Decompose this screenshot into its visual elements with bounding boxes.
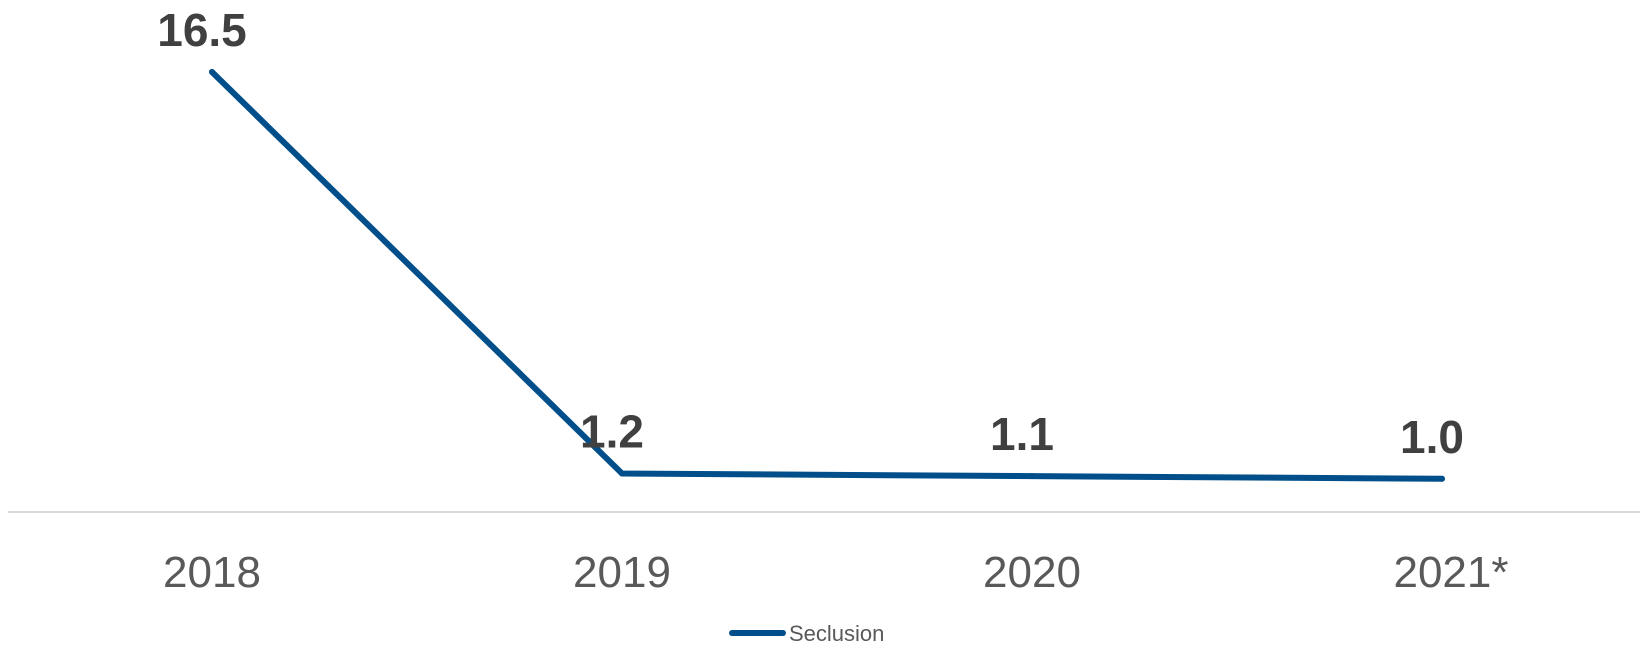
data-label-2020: 1.1	[990, 408, 1054, 460]
series-layer	[209, 69, 1445, 482]
series-line-seclusion	[209, 69, 1445, 482]
data-point-2021	[1439, 475, 1445, 482]
legend-label-seclusion: Seclusion	[789, 621, 884, 645]
x-tick-label-2021: 2021*	[1393, 548, 1508, 597]
data-point-2020	[1029, 473, 1035, 480]
x-tick-label-2020: 2020	[983, 548, 1081, 597]
legend: Seclusion	[729, 621, 884, 645]
data-point-2018	[209, 69, 215, 75]
data-label-2019: 1.2	[580, 406, 644, 458]
data-label-2021: 1.0	[1400, 411, 1464, 463]
data-label-2018: 16.5	[157, 4, 247, 56]
data-labels-layer: 16.5 1.2 1.1 1.0	[157, 4, 1464, 463]
x-tick-label-2018: 2018	[163, 548, 261, 597]
data-point-2019	[619, 470, 625, 477]
x-tick-label-2019: 2019	[573, 548, 671, 597]
x-tick-labels-layer: 2018 2019 2020 2021*	[163, 548, 1508, 597]
